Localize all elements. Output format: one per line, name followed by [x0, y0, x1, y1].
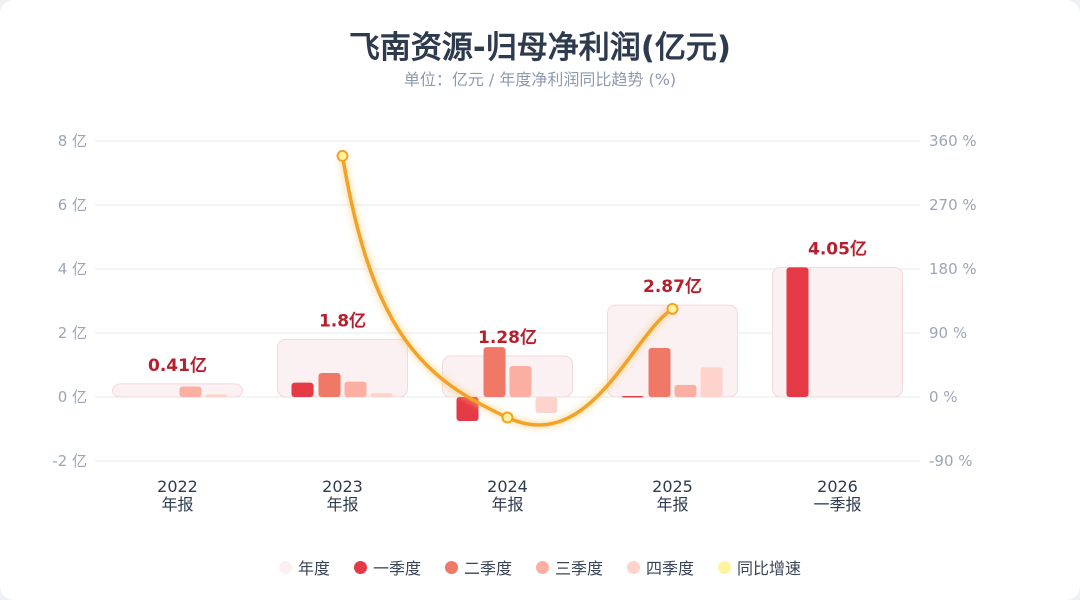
quarter-bar-3	[344, 381, 367, 397]
annual-data-label: 2.87亿	[643, 276, 702, 297]
quarter-bar-4	[535, 397, 558, 413]
quarter-bar-3	[509, 365, 532, 397]
legend-item[interactable]: 三季度	[536, 555, 603, 579]
yoy-point	[666, 302, 679, 315]
y-right-tick-label: 360 %	[929, 132, 977, 150]
y-left-tick-label: 6 亿	[58, 196, 87, 214]
legend-marker-icon	[718, 560, 732, 574]
quarter-bar-3	[674, 384, 697, 397]
y-left-tick-label: 0 亿	[58, 388, 87, 406]
quarter-bar-2	[648, 348, 671, 397]
x-tick-sublabel: 一季报	[813, 495, 861, 514]
legend-label: 一季度	[372, 559, 421, 578]
quarter-bar-4	[205, 394, 228, 397]
quarter-bar-1	[786, 267, 809, 397]
legend-label: 年度	[297, 559, 330, 578]
legend-marker-icon	[278, 560, 292, 574]
y-left-tick-label: 2 亿	[58, 324, 87, 342]
annual-bar	[112, 383, 243, 398]
quarter-bar-1	[621, 396, 644, 398]
legend: 年度 一季度 二季度 三季度 四季度 同比增速	[0, 555, 1080, 579]
quarter-bar-2	[483, 347, 506, 397]
x-tick-label: 2025	[652, 477, 693, 496]
yoy-point	[501, 411, 514, 424]
legend-marker-icon	[353, 560, 367, 574]
y-right-tick-label: 270 %	[929, 196, 977, 214]
yoy-point	[336, 149, 349, 162]
annual-data-label: 1.28亿	[478, 327, 537, 348]
legend-item[interactable]: 年度	[278, 555, 330, 579]
annual-data-label: 4.05亿	[808, 238, 867, 259]
legend-marker-icon	[627, 560, 641, 574]
x-tick-sublabel: 年报	[326, 495, 358, 514]
chart-title: 飞南资源-归母净利润(亿元)	[348, 30, 732, 66]
legend-label: 三季度	[555, 559, 604, 578]
legend-item[interactable]: 一季度	[353, 555, 421, 579]
x-tick-label: 2023	[322, 477, 363, 496]
legend-item[interactable]: 二季度	[444, 555, 512, 579]
y-right-tick-label: 0 %	[929, 388, 958, 406]
annual-data-label: 0.41亿	[148, 355, 207, 376]
legend-marker-icon	[444, 560, 458, 574]
y-left-tick-label: 8 亿	[58, 132, 87, 150]
y-right-tick-label: 90 %	[929, 324, 967, 342]
x-tick-label: 2024	[487, 477, 528, 496]
y-left-tick-label: 4 亿	[58, 260, 87, 278]
quarter-bar-3	[179, 386, 202, 397]
y-right-tick-label: 180 %	[929, 260, 977, 278]
legend-label: 同比增速	[737, 559, 802, 578]
legend-item[interactable]: 四季度	[627, 555, 694, 579]
quarter-bar-2	[318, 373, 341, 397]
quarter-bar-4	[700, 367, 723, 397]
legend-label: 二季度	[463, 559, 512, 578]
x-tick-sublabel: 年报	[656, 495, 688, 514]
chart-subtitle: 单位：亿元 / 年度净利润同比趋势 (%)	[403, 70, 677, 89]
legend-marker-icon	[536, 560, 549, 574]
quarter-bar-4	[370, 393, 393, 397]
x-tick-sublabel: 年报	[491, 495, 523, 514]
x-tick-label: 2026	[817, 477, 858, 496]
y-left-tick-label: -2 亿	[52, 452, 87, 470]
quarter-bar-1	[291, 382, 314, 397]
y-right-tick-label: -90 %	[929, 452, 973, 470]
legend-item[interactable]: 同比增速	[718, 555, 801, 579]
annual-data-label: 1.8亿	[319, 310, 366, 331]
x-tick-label: 2022	[157, 477, 198, 496]
x-tick-sublabel: 年报	[161, 495, 193, 514]
legend-label: 四季度	[646, 559, 695, 578]
